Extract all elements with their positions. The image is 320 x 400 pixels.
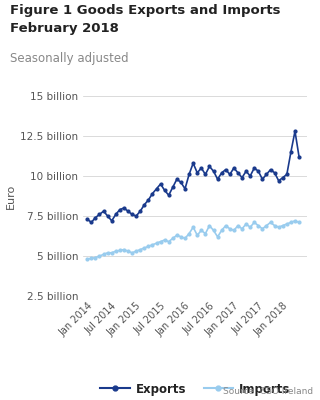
Y-axis label: Euro: Euro [6,183,16,209]
Text: Seasonally adjusted: Seasonally adjusted [10,52,128,65]
Text: Source: CSO Ireland: Source: CSO Ireland [223,387,314,396]
Text: Figure 1 Goods Exports and Imports
February 2018: Figure 1 Goods Exports and Imports Febru… [10,4,280,35]
Legend: Exports, Imports: Exports, Imports [95,378,295,400]
